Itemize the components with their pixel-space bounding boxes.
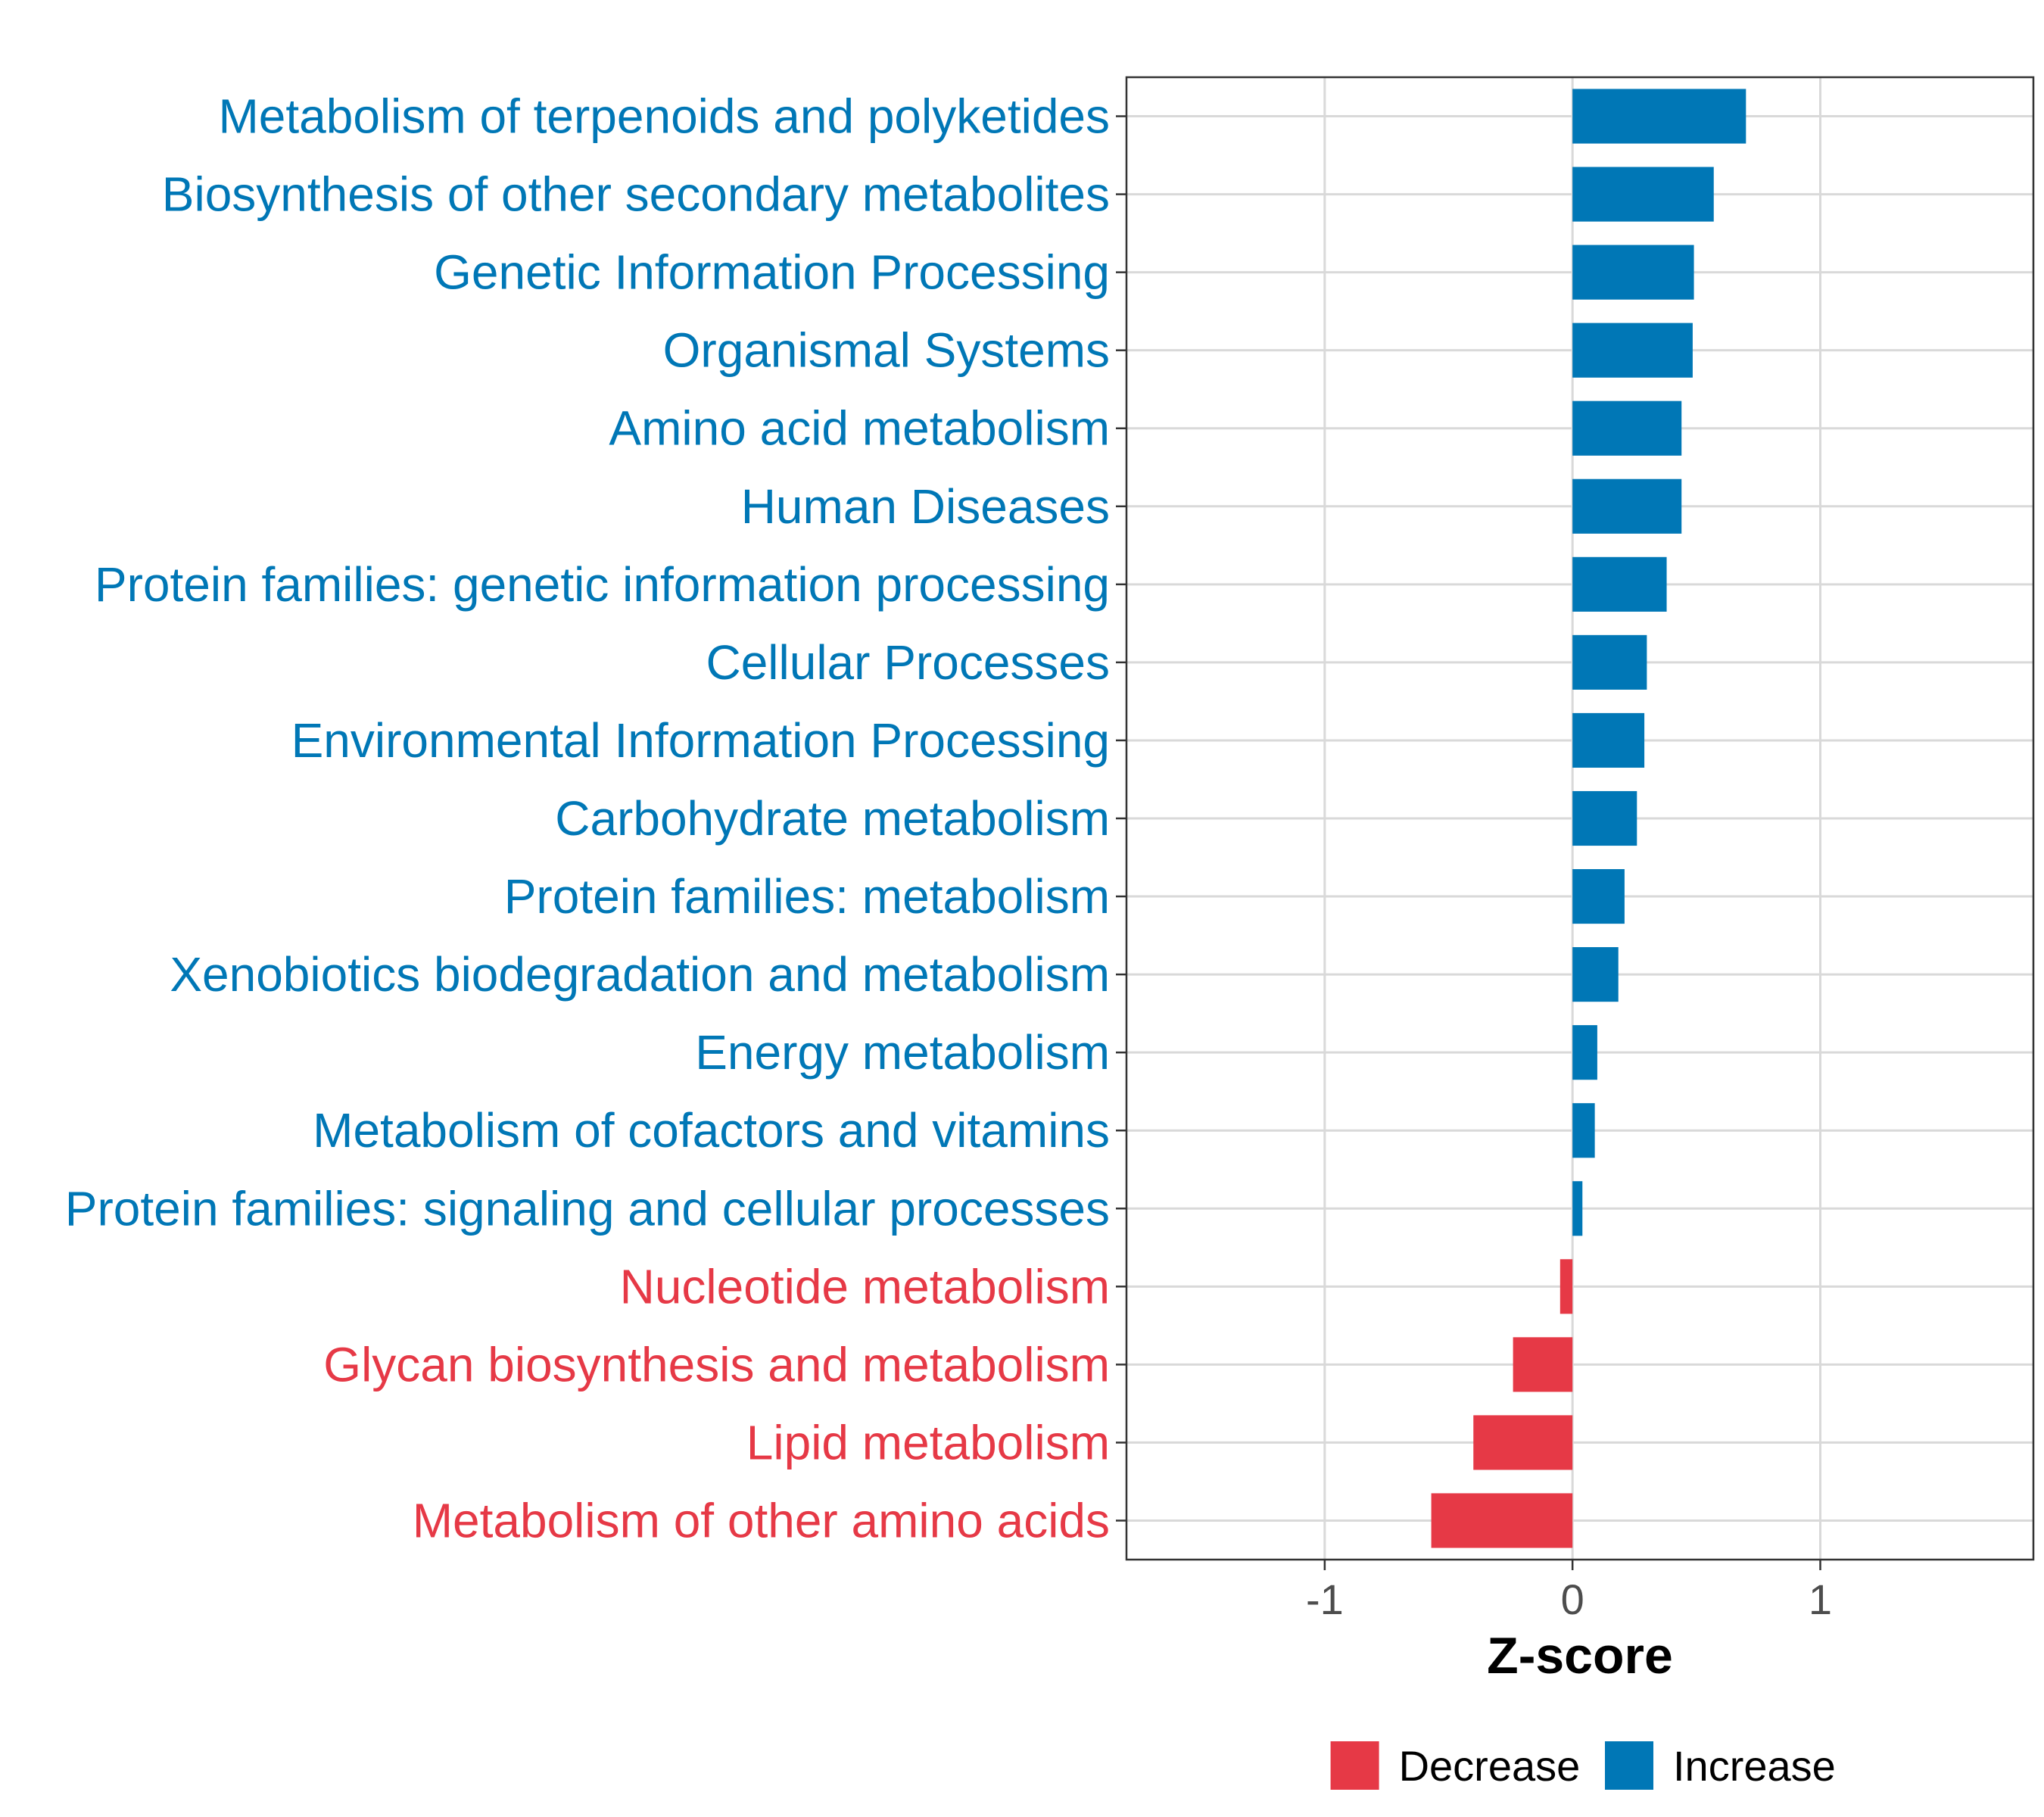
y-tick-label: Metabolism of terpenoids and polyketides: [218, 89, 1110, 144]
y-tick-label: Metabolism of cofactors and vitamins: [313, 1103, 1110, 1158]
x-axis-ticks: -1 0 1: [1306, 1560, 1832, 1623]
y-tick-label: Human Diseases: [741, 479, 1110, 534]
y-axis-ticks: [1116, 115, 1126, 1522]
bar: [1473, 1415, 1573, 1470]
bar: [1431, 1493, 1573, 1548]
y-tick-label: Genetic Information Processing: [434, 245, 1110, 300]
bar: [1572, 868, 1625, 924]
y-tick-label: Lipid metabolism: [746, 1415, 1110, 1469]
y-tick-label: Protein families: signaling and cellular…: [65, 1181, 1110, 1236]
bar: [1572, 1025, 1597, 1080]
bar: [1572, 245, 1694, 300]
bar: [1572, 556, 1667, 612]
legend: Decrease Increase: [1330, 1741, 1836, 1790]
bar: [1572, 1181, 1583, 1236]
y-tick-label: Xenobiotics biodegradation and metabolis…: [170, 947, 1110, 1002]
x-tick-label: -1: [1306, 1575, 1344, 1623]
bar: [1572, 323, 1693, 378]
y-tick-label: Biosynthesis of other secondary metaboli…: [162, 167, 1110, 222]
bar: [1572, 1103, 1595, 1158]
bar: [1513, 1337, 1573, 1392]
legend-swatch: [1330, 1741, 1379, 1790]
bar: [1572, 478, 1682, 534]
y-tick-label: Nucleotide metabolism: [620, 1259, 1110, 1314]
y-axis-category-labels: Metabolism of terpenoids and polyketides…: [65, 89, 1110, 1548]
bar: [1572, 790, 1637, 846]
bar: [1572, 712, 1645, 768]
bar: [1572, 167, 1714, 222]
legend-label: Increase: [1673, 1742, 1836, 1790]
legend-swatch: [1605, 1741, 1653, 1790]
bars: [1431, 89, 1746, 1548]
y-tick-label: Cellular Processes: [706, 635, 1110, 690]
x-tick-label: 0: [1561, 1575, 1584, 1623]
y-tick-label: Energy metabolism: [695, 1025, 1110, 1080]
y-tick-label: Metabolism of other amino acids: [413, 1493, 1110, 1547]
bar: [1572, 947, 1619, 1002]
y-tick-label: Carbohydrate metabolism: [555, 791, 1110, 846]
y-tick-label: Protein families: metabolism: [504, 869, 1110, 924]
y-tick-label: Amino acid metabolism: [609, 401, 1110, 456]
y-tick-label: Glycan biosynthesis and metabolism: [323, 1337, 1110, 1392]
bar: [1559, 1259, 1573, 1314]
legend-label: Decrease: [1399, 1742, 1581, 1790]
y-tick-label: Organismal Systems: [663, 323, 1110, 378]
y-tick-label: Environmental Information Processing: [291, 713, 1110, 768]
y-tick-label: Protein families: genetic information pr…: [95, 557, 1110, 612]
x-tick-label: 1: [1809, 1575, 1832, 1623]
bar: [1572, 89, 1746, 144]
x-axis-title: Z-score: [1487, 1627, 1673, 1685]
bar: [1572, 400, 1682, 456]
bar: [1572, 634, 1647, 690]
